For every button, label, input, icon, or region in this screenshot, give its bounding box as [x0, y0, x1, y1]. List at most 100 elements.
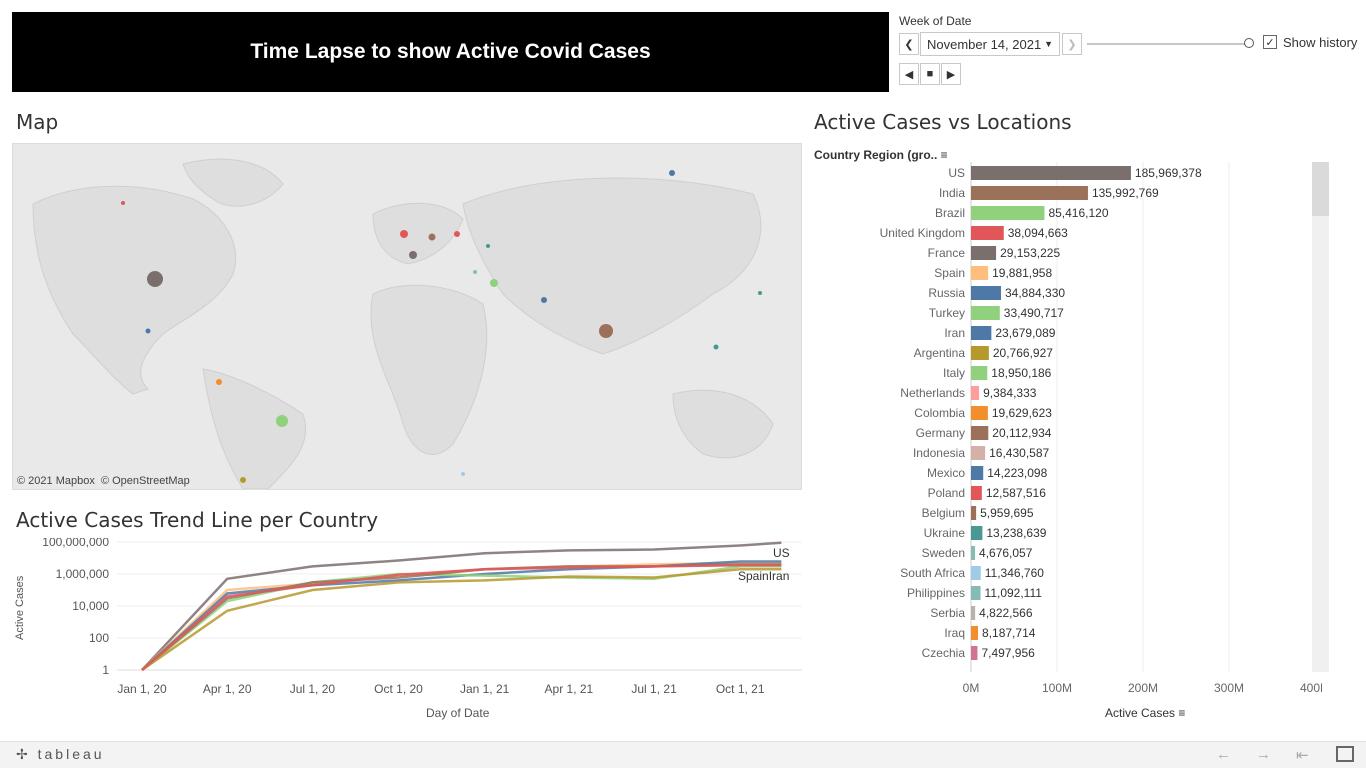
- marker-germany[interactable]: [428, 233, 436, 241]
- bar-mark[interactable]: [971, 326, 992, 340]
- bar-mark[interactable]: [971, 486, 982, 500]
- bar-category-label[interactable]: Argentina: [914, 346, 966, 360]
- show-history-checkbox[interactable]: ✓: [1263, 35, 1277, 49]
- case-markers[interactable]: [121, 170, 762, 483]
- bar-category-label[interactable]: Poland: [928, 486, 965, 500]
- marker-small-2[interactable]: [473, 270, 477, 274]
- previous-week-button[interactable]: ❮: [899, 33, 919, 55]
- bar-category-label[interactable]: Iran: [944, 326, 965, 340]
- week-select[interactable]: November 14, 2021 ▼: [920, 32, 1060, 56]
- marker-poland[interactable]: [454, 231, 460, 237]
- bar-mark[interactable]: [971, 306, 1000, 320]
- trend-series-line[interactable]: [141, 564, 782, 671]
- marker-small-4[interactable]: [486, 244, 490, 248]
- bar-mark[interactable]: [971, 366, 988, 380]
- world-map[interactable]: © 2021 Mapbox © OpenStreetMap: [12, 143, 802, 490]
- tableau-logo[interactable]: ✢ tableau: [16, 746, 105, 762]
- trend-chart[interactable]: 100,000,000 1,000,000 10,000 100 1 Jan 1, 20 A…: [12, 538, 802, 703]
- next-week-button[interactable]: ❯: [1062, 33, 1082, 55]
- bar-measure-header[interactable]: Active Cases ≡: [1105, 706, 1185, 720]
- bar-mark[interactable]: [971, 606, 976, 620]
- marker-small-1[interactable]: [121, 201, 125, 205]
- bar-category-label[interactable]: Netherlands: [900, 386, 965, 400]
- bar-mark[interactable]: [971, 426, 989, 440]
- marker-france[interactable]: [409, 251, 417, 259]
- bar-category-label[interactable]: Iraq: [944, 626, 965, 640]
- bar-mark[interactable]: [971, 266, 989, 280]
- map-canvas[interactable]: [13, 144, 802, 490]
- bar-category-label[interactable]: United Kingdom: [880, 226, 965, 240]
- redo-icon[interactable]: →: [1256, 746, 1271, 763]
- bar-mark[interactable]: [971, 206, 1045, 220]
- openstreetmap-attribution[interactable]: © OpenStreetMap: [100, 475, 190, 487]
- marker-small-3[interactable]: [758, 291, 762, 295]
- undo-icon[interactable]: ←: [1216, 746, 1231, 763]
- sort-icon[interactable]: ≡: [940, 148, 948, 162]
- bar-mark[interactable]: [971, 446, 986, 460]
- scrollbar-thumb[interactable]: [1312, 162, 1329, 216]
- marker-india[interactable]: [599, 324, 613, 338]
- bar-category-label[interactable]: Ukraine: [924, 526, 966, 540]
- marker-south-africa[interactable]: [461, 472, 465, 476]
- bar-category-label[interactable]: US: [948, 166, 965, 180]
- bar-category-label[interactable]: Germany: [916, 426, 965, 440]
- bar-mark[interactable]: [971, 586, 981, 600]
- bar-category-label[interactable]: Mexico: [927, 466, 965, 480]
- bar-category-label[interactable]: Philippines: [907, 586, 965, 600]
- marker-united-kingdom[interactable]: [400, 230, 408, 238]
- bar-category-label[interactable]: India: [939, 186, 965, 200]
- marker-philippines[interactable]: [713, 344, 719, 350]
- bar-category-label[interactable]: Russia: [928, 286, 965, 300]
- trend-series-line[interactable]: [141, 561, 782, 671]
- bar-category-label[interactable]: Belgium: [922, 506, 965, 520]
- playback-stop-button[interactable]: ■: [920, 63, 940, 85]
- bar-category-label[interactable]: South Africa: [900, 566, 965, 580]
- bar-mark[interactable]: [971, 626, 979, 640]
- bar-mark[interactable]: [971, 186, 1088, 200]
- bar-chart-scrollbar[interactable]: [1312, 162, 1329, 672]
- bar-mark[interactable]: [971, 246, 997, 260]
- marker-argentina[interactable]: [240, 477, 246, 483]
- bar-mark[interactable]: [971, 386, 980, 400]
- bar-category-label[interactable]: Czechia: [922, 646, 966, 660]
- bar-dimension-header[interactable]: Country Region (gro.. ≡: [814, 148, 948, 162]
- mapbox-attribution[interactable]: © 2021 Mapbox: [17, 475, 95, 487]
- trend-series-line[interactable]: [141, 560, 782, 671]
- trend-series-line[interactable]: [141, 541, 782, 671]
- trend-series-line[interactable]: [141, 567, 782, 672]
- sort-descending-icon[interactable]: ≡: [1178, 706, 1186, 720]
- bar-category-label[interactable]: Sweden: [922, 546, 965, 560]
- bar-mark[interactable]: [971, 546, 976, 560]
- marker-mexico[interactable]: [145, 328, 151, 334]
- bar-category-label[interactable]: Spain: [934, 266, 965, 280]
- playback-back-button[interactable]: ◀: [899, 63, 919, 85]
- marker-iran[interactable]: [541, 297, 547, 303]
- bar-mark[interactable]: [971, 646, 978, 660]
- marker-colombia[interactable]: [216, 379, 222, 385]
- bar-category-label[interactable]: Italy: [943, 366, 965, 380]
- bar-mark[interactable]: [971, 166, 1131, 180]
- trend-series-line[interactable]: [141, 565, 782, 671]
- bar-category-label[interactable]: Turkey: [929, 306, 965, 320]
- playback-forward-button[interactable]: ▶: [941, 63, 961, 85]
- bar-mark[interactable]: [971, 286, 1002, 300]
- bar-category-label[interactable]: Brazil: [935, 206, 965, 220]
- bar-mark[interactable]: [971, 406, 988, 420]
- marker-brazil[interactable]: [276, 415, 288, 427]
- bar-category-label[interactable]: Colombia: [914, 406, 965, 420]
- bar-category-label[interactable]: Indonesia: [913, 446, 965, 460]
- bar-mark[interactable]: [971, 566, 981, 580]
- marker-us[interactable]: [147, 271, 163, 287]
- marker-russia[interactable]: [669, 170, 675, 176]
- revert-icon[interactable]: ⇤: [1296, 747, 1309, 764]
- marker-turkey[interactable]: [490, 279, 498, 287]
- bar-category-label[interactable]: France: [928, 246, 966, 260]
- bar-mark[interactable]: [971, 466, 984, 480]
- bar-chart[interactable]: US 185,969,378 India 135,992,769 Brazil 85,41…: [812, 162, 1312, 672]
- bar-mark[interactable]: [971, 346, 989, 360]
- week-slider-track[interactable]: [1087, 43, 1247, 45]
- bar-category-label[interactable]: Serbia: [930, 606, 965, 620]
- bar-mark[interactable]: [971, 506, 977, 520]
- fullscreen-icon[interactable]: [1336, 746, 1354, 762]
- bar-mark[interactable]: [971, 526, 983, 540]
